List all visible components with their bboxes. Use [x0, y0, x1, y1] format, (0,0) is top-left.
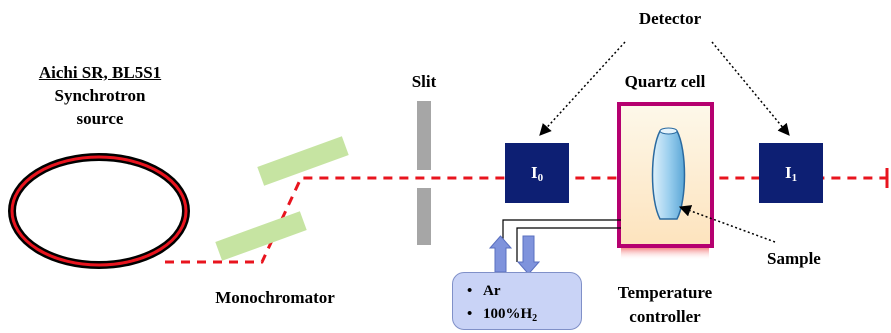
- gas-item-h2-main: 100%H: [483, 306, 533, 322]
- sample-lens: [651, 130, 686, 220]
- gas-item-h2: • 100%H2: [467, 306, 538, 324]
- gas-arrow-up: [488, 235, 513, 273]
- slit-label: Slit: [411, 72, 437, 91]
- i0-label-sub: 0: [537, 172, 544, 184]
- sample-label: Sample: [767, 249, 821, 268]
- temp-controller-label-line2: controller: [629, 307, 701, 326]
- monochromator-label: Monochromator: [215, 288, 335, 307]
- i1-label-main: I: [784, 163, 792, 182]
- i1-label: I1: [759, 163, 823, 184]
- i0-label: I0: [505, 163, 569, 184]
- gas-item-ar: • Ar: [467, 283, 501, 300]
- detector-label: Detector: [638, 9, 702, 28]
- slit-lower: [417, 188, 431, 245]
- gas-line-outer: [502, 219, 621, 262]
- source-label-line1: Synchrotron: [54, 86, 146, 105]
- gas-arrow-down: [516, 235, 541, 275]
- synchrotron-ring-inner: [10, 155, 188, 267]
- i1-detector-box: [759, 143, 823, 203]
- i0-label-main: I: [530, 163, 538, 182]
- i1-label-sub: 1: [791, 172, 798, 184]
- i0-detector-box: [505, 143, 569, 203]
- slit-upper: [417, 101, 431, 170]
- quartz-cell-shadow: [621, 246, 709, 260]
- beam-path-lower: [165, 176, 888, 264]
- sample-pointer: [678, 205, 776, 243]
- detector-pointer-i1: [711, 41, 790, 136]
- facility-label: Aichi SR, BL5S1: [38, 63, 162, 82]
- temp-controller-label-line1: Temperature: [617, 283, 713, 302]
- gas-item-ar-main: Ar: [483, 283, 501, 299]
- sample-lens-top: [659, 127, 678, 135]
- gas-item-h2-sub: 2: [532, 313, 538, 324]
- gas-supply-box: • Ar • 100%H2: [452, 272, 582, 330]
- gas-line-inner: [516, 227, 621, 262]
- monochromator-crystal-upper: [257, 136, 349, 186]
- detector-pointer-i0: [539, 41, 626, 136]
- quartz-cell-label: Quartz cell: [624, 72, 706, 91]
- gas-bullet-2: •: [467, 306, 473, 322]
- monochromator-crystal-lower: [215, 211, 307, 261]
- source-label-line2: source: [76, 109, 124, 128]
- gas-bullet-1: •: [467, 283, 473, 299]
